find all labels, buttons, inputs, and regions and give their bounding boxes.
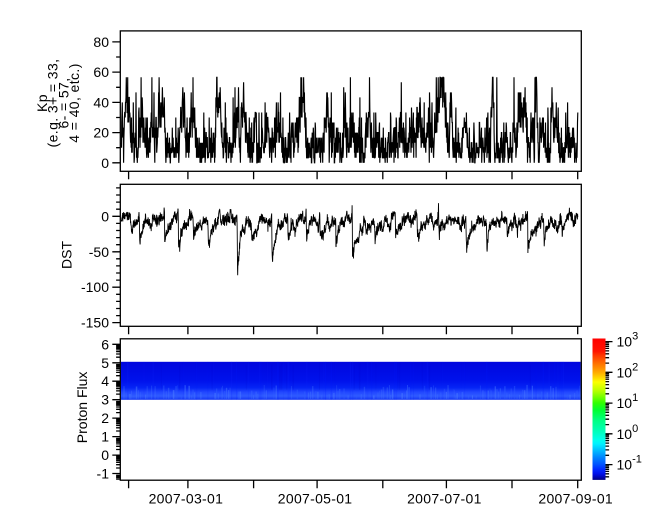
svg-text:20: 20 (93, 125, 109, 141)
svg-text:2007-09-01: 2007-09-01 (538, 491, 613, 507)
svg-text:-50: -50 (89, 244, 109, 260)
svg-text:6- = 57,: 6- = 57, (55, 77, 71, 128)
svg-text:Kp: Kp (34, 94, 50, 112)
svg-text:6: 6 (101, 336, 109, 352)
svg-text:60: 60 (93, 64, 109, 80)
svg-text:80: 80 (93, 34, 109, 50)
svg-text:4: 4 (101, 373, 109, 389)
svg-text:1: 1 (101, 429, 109, 445)
svg-text:0: 0 (101, 208, 109, 224)
svg-text:0: 0 (101, 155, 109, 171)
svg-text:-1: -1 (97, 466, 110, 482)
svg-text:0: 0 (101, 447, 109, 463)
svg-text:DST: DST (59, 241, 75, 269)
svg-text:-150: -150 (81, 315, 109, 331)
svg-text:3: 3 (101, 392, 109, 408)
svg-text:Proton Flux: Proton Flux (74, 372, 90, 444)
svg-text:-100: -100 (81, 279, 109, 295)
svg-text:2007-03-01: 2007-03-01 (149, 491, 224, 507)
svg-text:2007-07-01: 2007-07-01 (407, 491, 482, 507)
svg-text:5: 5 (101, 355, 109, 371)
svg-text:4 = 40, etc.): 4 = 40, etc.) (66, 63, 82, 143)
svg-text:2: 2 (101, 410, 109, 426)
svg-text:(e.g. 3+ = 33,: (e.g. 3+ = 33, (45, 59, 61, 148)
svg-text:2007-05-01: 2007-05-01 (278, 491, 353, 507)
svg-text:40: 40 (93, 94, 109, 110)
